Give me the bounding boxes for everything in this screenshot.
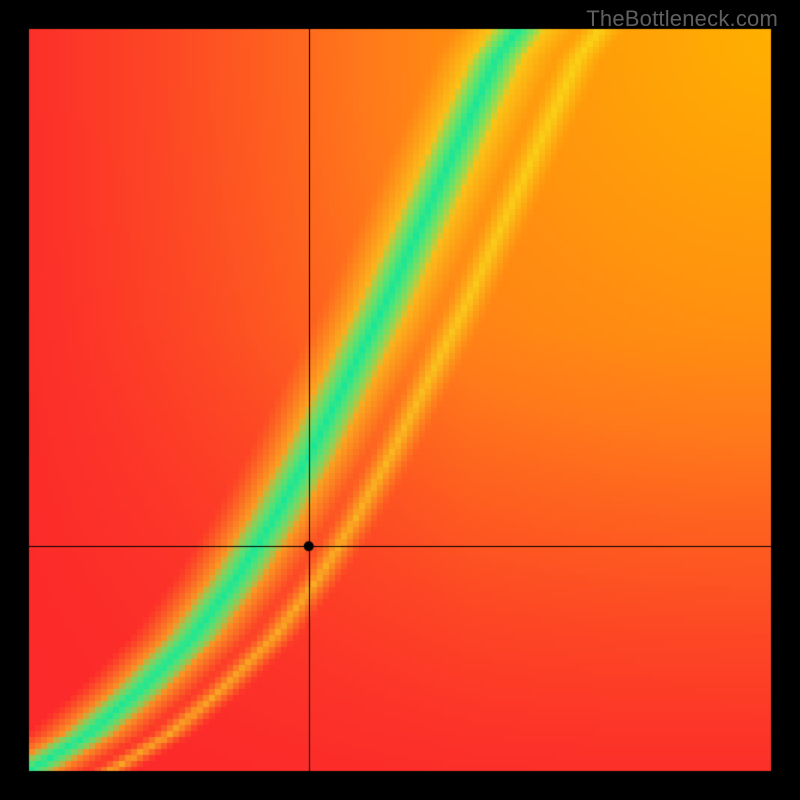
watermark-text: TheBottleneck.com	[586, 6, 778, 32]
chart-container: TheBottleneck.com	[0, 0, 800, 800]
heatmap-canvas	[0, 0, 800, 800]
